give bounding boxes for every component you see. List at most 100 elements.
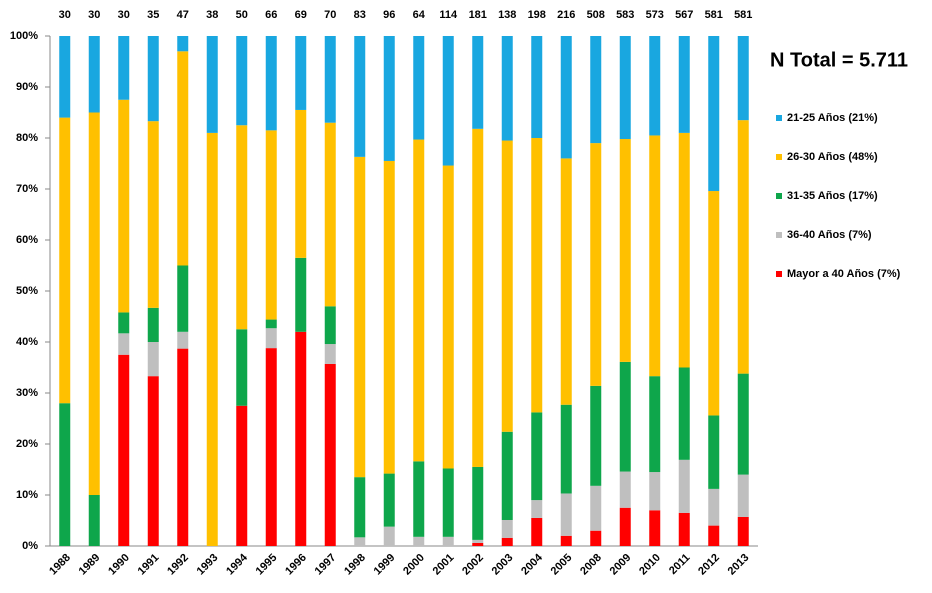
bar-segment	[383, 160, 395, 474]
bar-segment	[649, 510, 661, 546]
legend-swatch	[776, 232, 782, 238]
total-label: 64	[413, 9, 426, 21]
bar-segment	[472, 128, 484, 467]
total-label: 198	[528, 9, 546, 21]
bar-segment	[354, 477, 366, 538]
bar-segment	[265, 130, 277, 320]
bar-segment	[177, 36, 189, 52]
x-tick-label: 2010	[637, 552, 663, 578]
bar-segment	[649, 376, 661, 473]
total-label: 573	[646, 9, 664, 21]
total-label: 35	[147, 9, 159, 21]
total-label: 30	[88, 9, 100, 21]
legend-swatch	[776, 193, 782, 199]
y-tick-label: 30%	[16, 387, 38, 399]
bar-segment	[678, 512, 690, 546]
total-label: 83	[354, 9, 366, 21]
total-label: 70	[324, 9, 336, 21]
total-label: 69	[295, 9, 307, 21]
bar-segment	[649, 472, 661, 511]
legend-label: 26-30 Años (48%)	[787, 151, 878, 163]
bar-segment	[295, 109, 307, 258]
total-label: 138	[498, 9, 516, 21]
bar-segment	[88, 36, 100, 113]
bar-segment	[649, 135, 661, 377]
bar-segment	[501, 36, 513, 141]
total-label: 581	[705, 9, 723, 21]
bar-segment	[413, 139, 425, 462]
y-tick-label: 10%	[16, 489, 38, 501]
bar-segment	[531, 412, 543, 501]
bar-segment	[708, 36, 720, 192]
bar-segment	[324, 36, 336, 123]
bar-segment	[472, 539, 484, 543]
bar-segment	[265, 36, 277, 131]
bar-segment	[560, 535, 572, 546]
bar-segment	[177, 331, 189, 349]
bar-segment	[737, 516, 749, 546]
bar-segment	[295, 36, 307, 110]
bar-segment	[619, 36, 631, 140]
bar-segment	[59, 403, 71, 546]
legend-label: Mayor a 40 Años (7%)	[787, 268, 901, 280]
bar-segment	[177, 51, 189, 266]
bar-segment	[118, 99, 130, 313]
y-tick-label: 80%	[16, 132, 38, 144]
bar-segment	[118, 354, 130, 546]
bar-segment	[413, 536, 425, 546]
x-tick-label: 2002	[460, 552, 486, 578]
bar-segment	[177, 348, 189, 546]
bar-segment	[206, 36, 218, 133]
x-tick-label: 2000	[401, 552, 427, 578]
bar-segment	[501, 431, 513, 520]
x-tick-label: 2012	[696, 552, 722, 578]
bar-segment	[147, 342, 159, 377]
bar-segment	[619, 507, 631, 546]
y-tick-label: 60%	[16, 234, 38, 246]
bar-segment	[649, 36, 661, 136]
bar-segment	[708, 488, 720, 526]
bar-segment	[531, 138, 543, 413]
total-label: 581	[734, 9, 752, 21]
bar-segment	[619, 361, 631, 472]
bar-segment	[590, 530, 602, 546]
bar-segment	[324, 363, 336, 546]
total-label: 50	[236, 9, 248, 21]
bar-segment	[737, 120, 749, 374]
bar-segment	[324, 344, 336, 364]
bar-segment	[118, 312, 130, 334]
bar-segment	[295, 331, 307, 546]
bar-segment	[737, 373, 749, 475]
bar-segment	[295, 257, 307, 332]
bar-segment	[708, 415, 720, 489]
y-tick-label: 0%	[22, 540, 38, 552]
bar-segment	[383, 526, 395, 546]
total-label: 583	[616, 9, 634, 21]
bar-segment	[324, 306, 336, 345]
legend-swatch	[776, 271, 782, 277]
bar-segment	[472, 36, 484, 129]
total-label: 114	[439, 9, 458, 21]
x-tick-label: 2001	[431, 552, 457, 578]
total-label: 216	[557, 9, 575, 21]
x-tick-label: 1988	[47, 552, 73, 578]
bar-segment	[236, 329, 248, 406]
annotation: N Total = 5.711	[770, 49, 908, 71]
bar-segment	[560, 158, 572, 405]
x-tick-label: 2008	[578, 552, 604, 578]
bar-segment	[265, 328, 277, 349]
y-tick-label: 90%	[16, 81, 38, 93]
total-label: 66	[265, 9, 277, 21]
bar-segment	[147, 36, 159, 122]
bar-segment	[413, 36, 425, 140]
bar-segment	[472, 466, 484, 540]
bar-segment	[147, 376, 159, 546]
bar-segment	[590, 36, 602, 144]
y-tick-label: 100%	[10, 30, 38, 42]
total-label: 30	[59, 9, 71, 21]
bar-segment	[88, 495, 100, 546]
bar-segment	[501, 140, 513, 432]
bar-segment	[147, 307, 159, 342]
total-label: 567	[675, 9, 693, 21]
